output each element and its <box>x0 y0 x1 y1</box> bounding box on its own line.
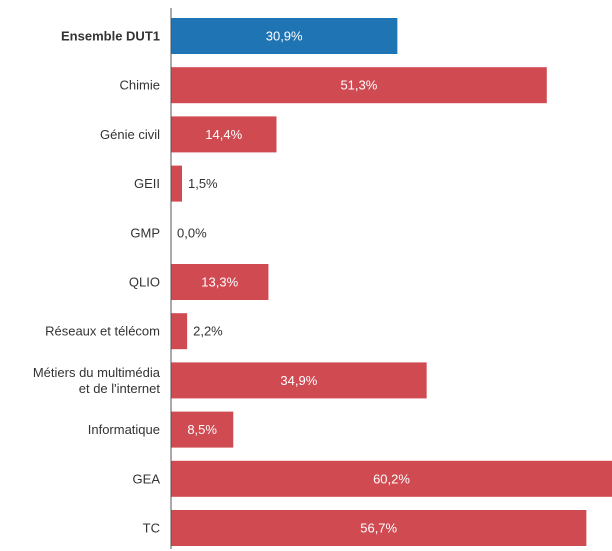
bar-3 <box>171 165 182 202</box>
value-label-10: 56,7% <box>360 521 397 536</box>
value-label-2: 14,4% <box>205 127 242 142</box>
bar-10 <box>171 510 587 546</box>
category-label-6: Réseaux et télécom <box>45 324 160 339</box>
category-labels-group: Ensemble DUT1 Chimie Génie civil GEII GMP QLI… <box>33 29 161 536</box>
category-label-10: TC <box>143 521 160 536</box>
bar-1 <box>171 67 547 104</box>
value-label-3: 1,5% <box>188 176 218 191</box>
bar-5 <box>171 264 269 300</box>
category-label-0: Ensemble DUT1 <box>61 29 160 44</box>
value-label-6: 2,2% <box>193 324 223 339</box>
value-label-4: 0,0% <box>177 225 207 240</box>
bar-9 <box>171 460 612 497</box>
value-label-1: 51,3% <box>340 78 377 93</box>
bars-group <box>171 18 612 546</box>
category-label-4: GMP <box>130 225 160 240</box>
category-label-5: QLIO <box>129 275 160 290</box>
value-label-9: 60,2% <box>373 471 410 486</box>
bar-6 <box>171 313 188 350</box>
value-label-7: 34,9% <box>280 373 317 388</box>
category-label-3: GEII <box>134 176 160 191</box>
bar-0 <box>171 18 398 54</box>
category-label-1: Chimie <box>120 78 160 93</box>
bar-8 <box>171 411 234 448</box>
value-label-8: 8,5% <box>187 422 217 437</box>
category-label-9: GEA <box>133 471 161 486</box>
bar-7 <box>171 362 427 399</box>
value-labels-group: 30,9% 51,3% 14,4% 1,5% 0,0% 13,3% 2,2% 34,9% 8,5… <box>177 29 410 536</box>
category-label-2: Génie civil <box>100 127 160 142</box>
value-label-5: 13,3% <box>201 275 238 290</box>
bar-2 <box>171 116 277 153</box>
category-label-7: Métiers du multimédia et de l'internet <box>33 365 161 396</box>
category-label-8: Informatique <box>88 422 160 437</box>
value-label-0: 30,9% <box>266 29 303 44</box>
